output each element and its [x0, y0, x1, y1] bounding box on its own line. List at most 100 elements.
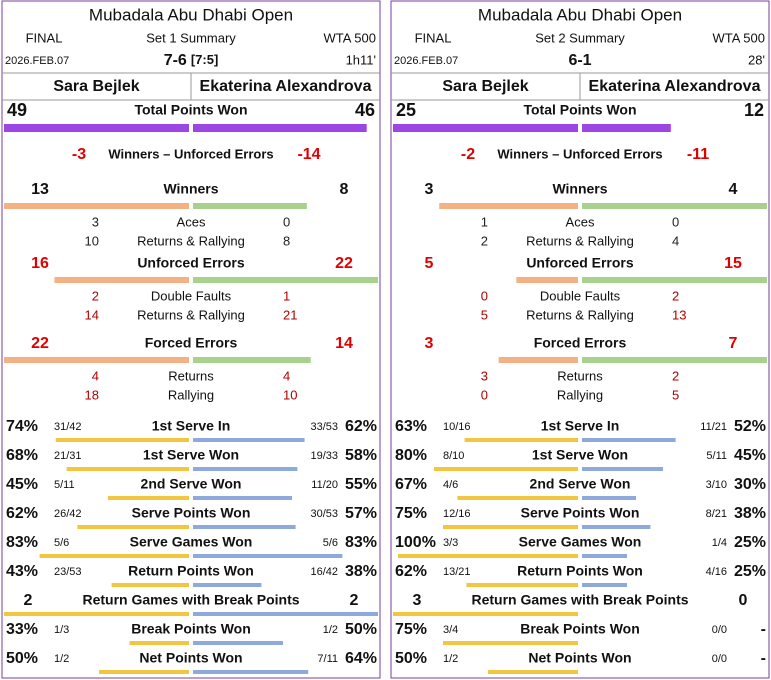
stat-percent: 80%	[395, 447, 427, 464]
set-label: Set 2 Summary	[535, 30, 625, 45]
total-points-value: 46	[355, 100, 375, 120]
net-value: -2	[461, 146, 475, 163]
stat-bar	[129, 641, 189, 645]
stat-detail: 1/4	[712, 537, 727, 549]
stat-detail: 8/10	[443, 450, 464, 462]
stat-percent: 64%	[345, 650, 377, 667]
stat-label: Return Points Won	[128, 563, 254, 579]
stat-percent: 75%	[395, 621, 427, 638]
panel-title: Mubadala Abu Dhabi Open	[89, 5, 293, 24]
sub-label: Double Faults	[540, 288, 621, 303]
stat-percent: 43%	[6, 563, 38, 580]
score: 6-1	[568, 52, 591, 69]
stat-label: Return Points Won	[517, 563, 643, 579]
stat-percent: 52%	[734, 418, 766, 435]
sub-value: 0	[283, 214, 290, 229]
sub-value: 2	[672, 368, 679, 383]
stat-bar	[193, 641, 283, 645]
stat-percent: 30%	[734, 476, 766, 493]
stat-detail: 12/16	[443, 508, 471, 520]
stat-bar	[488, 670, 578, 674]
stat-percent: 62%	[6, 505, 38, 522]
stat-bar	[193, 203, 307, 209]
stat-bar	[54, 277, 189, 283]
sub-value: 4	[672, 233, 679, 248]
stat-bar	[582, 554, 627, 558]
category: WTA 500	[712, 30, 765, 45]
stat-bar	[582, 438, 676, 442]
stat-bar	[39, 554, 189, 558]
net-value: -3	[72, 146, 86, 163]
sub-value: 1	[481, 214, 488, 229]
group-value: 15	[724, 255, 742, 272]
group-value: 3	[425, 181, 434, 198]
stat-detail: 19/33	[310, 450, 338, 462]
stat-percent: -	[761, 621, 766, 638]
stat-detail: 30/53	[310, 508, 338, 520]
stat-bar	[4, 612, 189, 616]
score-sets: 7-6	[164, 52, 187, 69]
stat-percent: 38%	[734, 505, 766, 522]
group-value: 22	[31, 335, 49, 352]
sub-label: Rallying	[168, 387, 214, 402]
stat-percent: 67%	[395, 476, 427, 493]
stat-bar	[516, 277, 578, 283]
stat-detail: 5/11	[706, 450, 727, 462]
round: FINAL	[415, 30, 452, 45]
stat-value: 3	[413, 592, 422, 609]
stat-percent: 83%	[6, 534, 38, 551]
stat-bar	[582, 277, 767, 283]
sub-label: Aces	[177, 214, 206, 229]
stat-bar	[582, 467, 663, 471]
duration: 28'	[748, 52, 765, 67]
stat-percent: 62%	[345, 418, 377, 435]
stat-value: 2	[24, 592, 33, 609]
net-value: -11	[687, 146, 709, 163]
sub-value: 4	[92, 368, 99, 383]
group-value: 3	[425, 335, 434, 352]
stat-bar	[443, 641, 578, 645]
stat-bar	[434, 467, 578, 471]
group-value: 16	[31, 255, 49, 272]
sub-label: Returns	[557, 368, 603, 383]
stat-percent: 55%	[345, 476, 377, 493]
stat-detail: 1/2	[443, 653, 458, 665]
set-label: Set 1 Summary	[146, 30, 236, 45]
stat-percent: 63%	[395, 418, 427, 435]
stat-detail: 31/42	[54, 421, 82, 433]
net-label: Winners – Unforced Errors	[108, 146, 273, 161]
stat-bar	[4, 203, 189, 209]
sub-value: 13	[672, 307, 686, 322]
stat-detail: 1/3	[54, 624, 69, 636]
stat-bar	[582, 124, 671, 132]
group-label: Forced Errors	[534, 335, 627, 351]
stat-detail: 13/21	[443, 566, 471, 578]
stat-detail: 0/0	[712, 653, 727, 665]
group-value: 22	[335, 255, 353, 272]
stat-detail: 5/6	[323, 537, 338, 549]
sub-value: 5	[481, 307, 488, 322]
stat-percent: 83%	[345, 534, 377, 551]
stat-detail: 1/2	[323, 624, 338, 636]
group-label: Winners	[552, 181, 607, 197]
score-sets: 6-1	[568, 52, 591, 69]
stat-bar	[443, 525, 578, 529]
sub-label: Returns & Rallying	[137, 307, 245, 322]
stat-label: Return Games with Break Points	[471, 592, 688, 608]
stat-detail: 23/53	[54, 566, 82, 578]
panel-border	[1, 0, 381, 679]
stat-bar	[582, 357, 767, 363]
stat-bar	[582, 525, 651, 529]
stat-label: Serve Games Won	[130, 534, 253, 550]
stat-bar	[111, 583, 189, 587]
sub-value: 4	[283, 368, 290, 383]
stat-detail: 7/11	[317, 653, 338, 665]
sub-label: Returns	[168, 368, 214, 383]
stat-bar	[4, 357, 189, 363]
stat-bar	[193, 124, 367, 132]
stat-bar	[193, 583, 262, 587]
sub-value: 2	[92, 288, 99, 303]
stat-label: Serve Points Won	[132, 505, 251, 521]
stat-bar	[466, 583, 578, 587]
stat-detail: 3/4	[443, 624, 458, 636]
